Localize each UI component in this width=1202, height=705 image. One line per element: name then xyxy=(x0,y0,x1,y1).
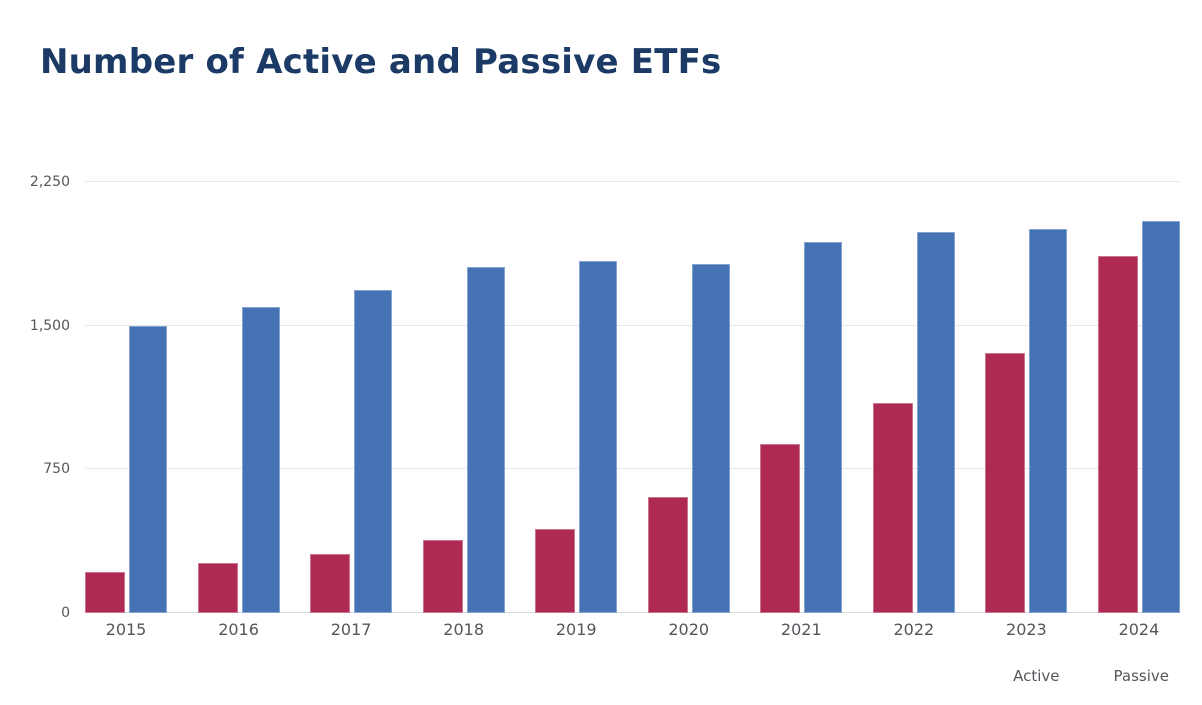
x-axis-label-2022: 2022 xyxy=(893,620,935,639)
bar-passive-2019 xyxy=(579,260,618,613)
bar-group-2022: 2022 xyxy=(872,182,955,639)
bar-passive-2015 xyxy=(129,325,167,613)
bar-active-2019 xyxy=(535,528,576,613)
gridline-750 xyxy=(85,468,1180,470)
gridline-1500 xyxy=(85,324,1180,326)
plot-area: 0 750 1,500 2,250 2015 2016 2017 2018 2019 2020 2… xyxy=(30,174,1180,639)
bar-group-2019: 2019 xyxy=(535,182,618,639)
bar-passive-2024 xyxy=(1141,221,1180,613)
bar-passive-2023 xyxy=(1029,228,1068,613)
gridline-0 xyxy=(85,612,1180,613)
x-axis-label-2017: 2017 xyxy=(330,620,372,639)
legend-item-passive: Passive xyxy=(1090,667,1169,685)
bar-group-2024: 2024 xyxy=(1097,182,1180,639)
legend-label-active: Active xyxy=(1013,667,1060,685)
bar-passive-2016 xyxy=(241,307,280,613)
bar-group-2018: 2018 xyxy=(422,182,505,639)
x-axis-label-2023: 2023 xyxy=(1006,620,1047,639)
x-axis-label-2021: 2021 xyxy=(780,620,822,639)
y-axis-tick-label: 1,500 xyxy=(29,317,70,334)
bar-active-2022 xyxy=(872,403,913,613)
bar-active-2015 xyxy=(85,571,125,613)
bar-group-2020: 2020 xyxy=(647,182,730,639)
chart-title: Number of Active and Passive ETFs xyxy=(40,42,722,82)
y-axis-tick-label: 2,250 xyxy=(29,174,70,190)
bar-group-2016: 2016 xyxy=(197,182,280,639)
bar-active-2021 xyxy=(760,444,801,613)
bar-active-2024 xyxy=(1097,255,1138,613)
y-axis-tick-label: 750 xyxy=(43,461,70,478)
x-axis-label-2024: 2024 xyxy=(1118,620,1160,639)
bar-passive-2022 xyxy=(916,231,955,613)
bar-group-2023: 2023 xyxy=(985,182,1068,639)
bar-active-2018 xyxy=(422,540,463,613)
bar-passive-2020 xyxy=(691,264,730,613)
y-axis-tick-label: 0 xyxy=(61,605,70,621)
passive-swatch-icon xyxy=(1090,669,1105,684)
bar-group-2015: 2015 xyxy=(85,182,167,639)
bar-groups: 2015 2016 2017 2018 2019 2020 2021 2022 2023 2024 xyxy=(85,182,1180,639)
legend: Active Passive xyxy=(989,667,1169,685)
legend-label-passive: Passive xyxy=(1113,667,1169,685)
bar-group-2021: 2021 xyxy=(760,182,843,639)
bar-active-2017 xyxy=(310,553,351,613)
x-axis-label-2019: 2019 xyxy=(555,620,597,639)
bar-active-2016 xyxy=(197,563,238,613)
x-axis-label-2015: 2015 xyxy=(105,620,147,639)
x-axis-label-2020: 2020 xyxy=(668,620,710,639)
bar-passive-2017 xyxy=(354,290,393,613)
bar-passive-2021 xyxy=(804,242,843,613)
bar-active-2023 xyxy=(985,352,1026,613)
legend-item-active: Active xyxy=(989,667,1059,685)
bar-passive-2018 xyxy=(466,267,505,613)
x-axis-label-2016: 2016 xyxy=(218,620,259,639)
bar-group-2017: 2017 xyxy=(310,182,393,639)
x-axis-label-2018: 2018 xyxy=(443,620,484,639)
gridline-2250 xyxy=(85,181,1180,182)
bar-active-2020 xyxy=(647,497,688,613)
active-swatch-icon xyxy=(989,669,1004,684)
